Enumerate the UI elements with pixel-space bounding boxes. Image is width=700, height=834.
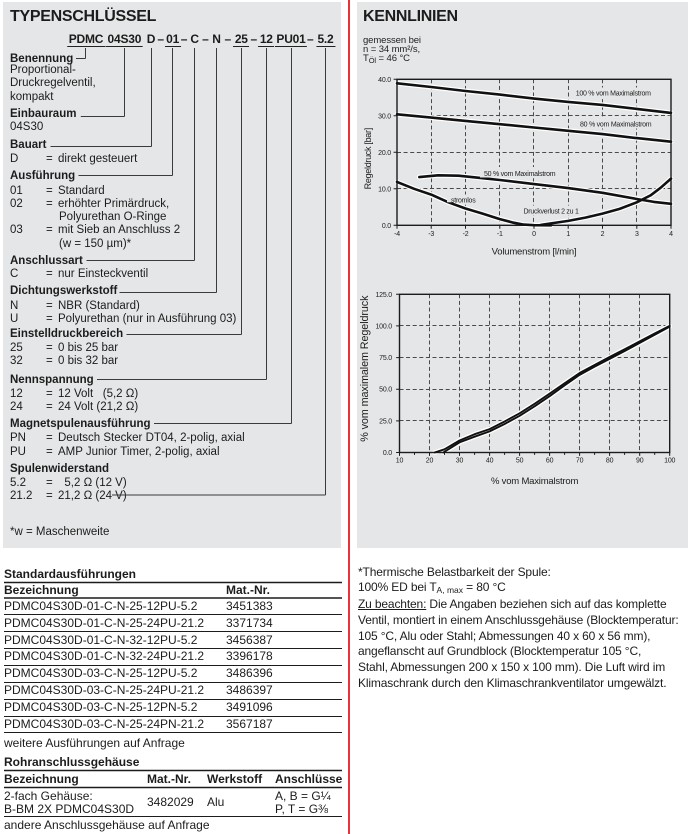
svg-text:-2: -2 xyxy=(463,231,469,238)
svg-text:Volumenstrom [l/min]: Volumenstrom [l/min] xyxy=(492,247,577,258)
svg-text:0.0: 0.0 xyxy=(382,223,391,230)
svg-text:10: 10 xyxy=(396,457,404,464)
svg-text:40: 40 xyxy=(486,457,494,464)
svg-text:50: 50 xyxy=(516,457,524,464)
svg-text:100.0: 100.0 xyxy=(375,323,392,330)
svg-text:3: 3 xyxy=(635,231,639,238)
svg-text:20: 20 xyxy=(426,457,434,464)
svg-text:Regeldruck [bar]: Regeldruck [bar] xyxy=(363,128,373,189)
svg-text:30: 30 xyxy=(456,457,464,464)
svg-text:40.0: 40.0 xyxy=(378,77,391,84)
svg-text:4: 4 xyxy=(669,231,673,238)
svg-text:50 % vom Maximalstrom: 50 % vom Maximalstrom xyxy=(484,171,556,178)
svg-text:0.0: 0.0 xyxy=(383,450,392,457)
svg-text:2: 2 xyxy=(601,231,605,238)
svg-text:0: 0 xyxy=(532,231,536,238)
svg-text:1: 1 xyxy=(566,231,570,238)
svg-text:100: 100 xyxy=(664,457,675,464)
svg-text:50.0: 50.0 xyxy=(379,387,392,394)
svg-text:60: 60 xyxy=(546,457,554,464)
svg-text:10.0: 10.0 xyxy=(378,186,391,193)
svg-text:-4: -4 xyxy=(394,231,400,238)
svg-text:-3: -3 xyxy=(428,231,434,238)
svg-text:% vom Maximalstrom: % vom Maximalstrom xyxy=(491,476,578,487)
svg-text:Druckverlust 2 zu 1: Druckverlust 2 zu 1 xyxy=(524,209,580,216)
svg-text:90: 90 xyxy=(636,457,644,464)
svg-text:75.0: 75.0 xyxy=(379,355,392,362)
svg-text:25.0: 25.0 xyxy=(379,418,392,425)
svg-text:30.0: 30.0 xyxy=(378,113,391,120)
svg-text:% vom maximalem Regeldruck: % vom maximalem Regeldruck xyxy=(359,295,371,442)
svg-text:80 % vom Maximalstrom: 80 % vom Maximalstrom xyxy=(580,121,652,128)
svg-text:20.0: 20.0 xyxy=(378,150,391,157)
svg-text:80: 80 xyxy=(606,457,614,464)
svg-text:125.0: 125.0 xyxy=(375,292,392,299)
svg-text:-1: -1 xyxy=(497,231,503,238)
svg-text:100 % vom Maximalstrom: 100 % vom Maximalstrom xyxy=(576,91,651,98)
svg-text:70: 70 xyxy=(576,457,584,464)
svg-text:stromlos: stromlos xyxy=(451,197,476,204)
